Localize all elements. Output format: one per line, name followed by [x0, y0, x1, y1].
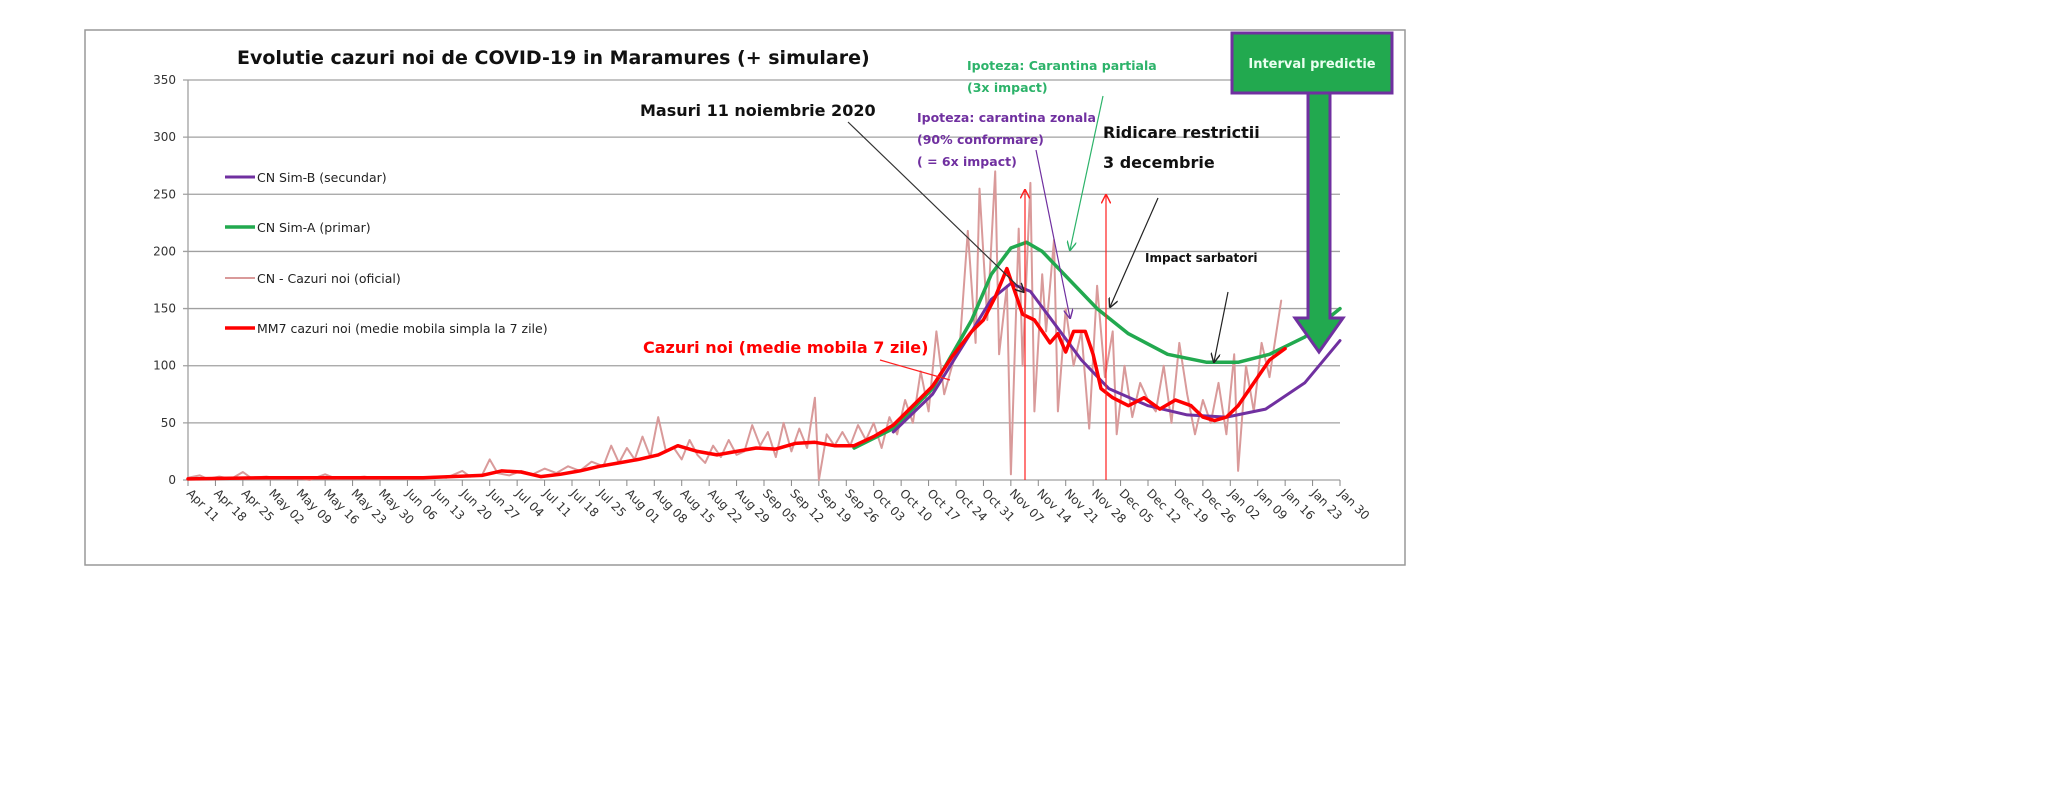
annotation-zonal-impact: ( = 6x impact): [917, 154, 1017, 169]
annotation-lifting-restrictions: Ridicare restrictii: [1103, 123, 1260, 142]
legend-label: CN - Cazuri noi (oficial): [257, 271, 401, 286]
arrow-zonal-quarantine: [1035, 149, 1070, 318]
annotation-zonal-quarantine: Ipoteza: carantina zonala: [917, 110, 1096, 125]
series-line-3: [186, 266, 1287, 481]
arrow-holidays: [1214, 291, 1229, 362]
legend: CN Sim-B (secundar) CN Sim-A (primar) CN -…: [225, 170, 548, 336]
prediction-arrow-icon: [1292, 91, 1346, 355]
legend-label: CN Sim-A (primar): [257, 220, 371, 235]
y-tick-label: 250: [153, 187, 176, 201]
y-tick-label: 150: [153, 302, 176, 316]
y-tick-label: 200: [153, 244, 176, 258]
arrow-measures: [847, 121, 1024, 292]
legend-label: MM7 cazuri noi (medie mobila simpla la 7…: [257, 321, 548, 336]
annotation-partial-quarantine: Ipoteza: Carantina partiala: [967, 58, 1157, 73]
y-tick-label: 350: [153, 73, 176, 87]
annotation-measures: Masuri 11 noiembrie 2020: [640, 101, 876, 120]
y-tick-label: 50: [161, 416, 176, 430]
prediction-box: [1230, 31, 1394, 95]
series-line-1: [852, 240, 1342, 450]
y-tick-label: 0: [168, 473, 176, 487]
pointer-moving-average: [879, 359, 951, 381]
annotation-partial-quarantine-impact: (3x impact): [967, 80, 1048, 95]
annotation-holidays: Impact sarbatori: [1145, 251, 1258, 265]
prediction-label: Interval predictie: [1248, 57, 1375, 72]
chart-title: Evolutie cazuri noi de COVID-19 in Maram…: [237, 47, 870, 69]
series-lines: [186, 170, 1342, 481]
legend-label: CN Sim-B (secundar): [257, 170, 387, 185]
y-tick-label: 300: [153, 130, 176, 144]
series-line-2: [187, 170, 1283, 481]
series-line-0: [891, 281, 1342, 434]
annotation-moving-average: Cazuri noi (medie mobila 7 zile): [643, 338, 928, 357]
y-tick-label: 100: [153, 359, 176, 373]
arrow-lifting-restrictions: [1110, 197, 1159, 307]
y-axis-ticks: 0 50 100 150 200 250 300 350: [153, 73, 176, 487]
annotation-lifting-date: 3 decembrie: [1103, 153, 1215, 172]
prediction-interval-callout: Interval predictie: [1230, 31, 1394, 355]
chart-frame: [84, 29, 1406, 566]
arrow-partial-quarantine: [1070, 95, 1104, 250]
gridlines: [183, 79, 1340, 481]
annotation-zonal-compliance: (90% conformare): [917, 132, 1044, 147]
